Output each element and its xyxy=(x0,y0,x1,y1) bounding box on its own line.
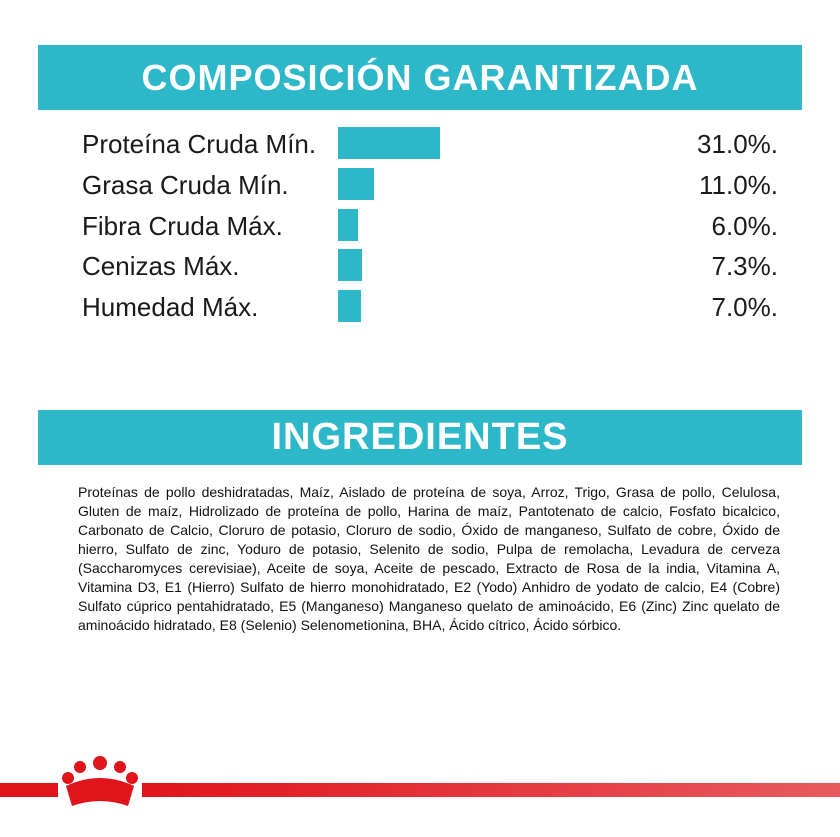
nutrient-value: 6.0%. xyxy=(711,210,779,241)
nutrient-label: Fibra Cruda Máx. xyxy=(82,210,283,241)
ingredients-text: Proteínas de pollo deshidratadas, Maíz, … xyxy=(78,484,780,633)
ingredients-title: INGREDIENTES xyxy=(38,410,802,465)
nutrient-bar xyxy=(338,167,375,200)
composition-title: COMPOSICIÓN GARANTIZADA xyxy=(38,45,802,110)
nutrient-value: 7.3%. xyxy=(711,251,779,282)
nutrient-label: Humedad Máx. xyxy=(82,292,259,323)
nutrient-bar xyxy=(338,249,363,282)
composition-row: Proteína Cruda Mín. 31.0%. xyxy=(0,127,840,168)
composition-row: Fibra Cruda Máx. 6.0%. xyxy=(0,208,840,250)
composition-row: Cenizas Máx. 7.3%. xyxy=(0,249,840,290)
nutrient-bar xyxy=(338,127,441,159)
nutrient-value: 11.0%. xyxy=(698,169,778,200)
nutrient-bar xyxy=(338,208,358,241)
nutrient-value: 7.0%. xyxy=(711,292,779,323)
nutrient-bar xyxy=(338,290,362,323)
composition-row: Grasa Cruda Mín. 11.0%. xyxy=(0,167,840,209)
nutrient-label: Cenizas Máx. xyxy=(82,251,240,282)
nutrient-value: 31.0%. xyxy=(697,129,778,159)
nutrient-label: Grasa Cruda Mín. xyxy=(82,169,289,200)
nutrient-label: Proteína Cruda Mín. xyxy=(82,129,317,159)
composition-row: Humedad Máx. 7.0%. xyxy=(0,290,840,331)
